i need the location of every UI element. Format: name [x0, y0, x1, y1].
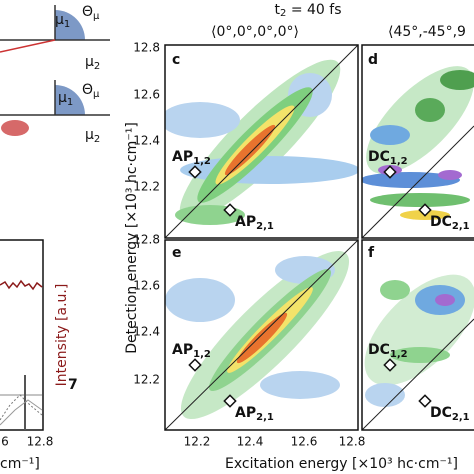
- vector-diagrams: Θμ μ1 μ2 Θμ μ1 μ2: [0, 4, 110, 145]
- y-tick-label: 12.2: [133, 373, 160, 387]
- panel-letter: f: [368, 245, 375, 261]
- x-tick-label: 12.6: [291, 435, 318, 449]
- mu2-label: μ2: [85, 54, 100, 72]
- spectrum-panel: 7 Intensity [a.u.] 6 12.8 cm⁻¹]: [0, 239, 78, 472]
- x-axis-label: Excitation energy [×10³ hc·cm⁻¹]: [225, 456, 458, 472]
- peak-label: DC2,1: [430, 405, 470, 423]
- peak-label: AP1,2: [172, 342, 211, 360]
- mu1-label: μ1: [58, 90, 73, 108]
- y-axis-label: Detection energy [×10³ hc·cm⁻¹]: [124, 122, 140, 354]
- panel-frame: [361, 239, 474, 431]
- spectrum-map: [362, 240, 474, 430]
- x-tick-label: 12.4: [237, 435, 264, 449]
- peak-number: 7: [68, 377, 78, 393]
- y-tick-label: 12.4: [133, 325, 160, 339]
- peak-label: AP2,1: [235, 214, 274, 232]
- y-tick-label: 12.6: [133, 88, 160, 102]
- x-tick-label: 12.8: [27, 435, 54, 449]
- x-tick-label: 12.8: [339, 435, 366, 449]
- unit-label: cm⁻¹]: [0, 456, 40, 472]
- spectrum-map: [165, 240, 358, 430]
- peak-markers: [188, 165, 432, 408]
- y-tick-label: 12.8: [133, 41, 160, 55]
- y-tick-label: 12.2: [133, 180, 160, 194]
- peak-label: AP2,1: [235, 405, 274, 423]
- y-tick-label: 12.6: [133, 279, 160, 293]
- peak-label: DC1,2: [368, 149, 408, 167]
- panel-letter: c: [172, 52, 180, 68]
- theta-label: Θμ: [82, 82, 100, 100]
- y-tick-label: 12.8: [133, 233, 160, 247]
- mu2-label: μ2: [85, 127, 100, 145]
- panel-frame: [164, 239, 359, 431]
- peak-label: AP1,2: [172, 149, 211, 167]
- spectrum-map: [165, 45, 358, 238]
- intensity-label: Intensity [a.u.]: [54, 284, 70, 387]
- column-label: ⟨0°,0°,0°,0°⟩: [211, 24, 299, 40]
- theta-label: Θμ: [82, 4, 100, 22]
- y-tick-label: 12.4: [133, 134, 160, 148]
- panel-letter: e: [172, 245, 182, 261]
- panel-frame: [164, 44, 359, 239]
- peak-label: DC1,2: [368, 342, 408, 360]
- panel-letter: d: [368, 52, 378, 68]
- spectrum-map: [362, 45, 474, 238]
- panel-frame: [361, 44, 474, 239]
- column-label: ⟨45°,-45°,9: [388, 24, 466, 40]
- time-label: t2 = 40 fs: [275, 2, 342, 19]
- x-tick-label: 6: [1, 435, 9, 449]
- mu1-label: μ1: [55, 12, 70, 30]
- peak-label: DC2,1: [430, 214, 470, 232]
- x-tick-label: 12.2: [184, 435, 211, 449]
